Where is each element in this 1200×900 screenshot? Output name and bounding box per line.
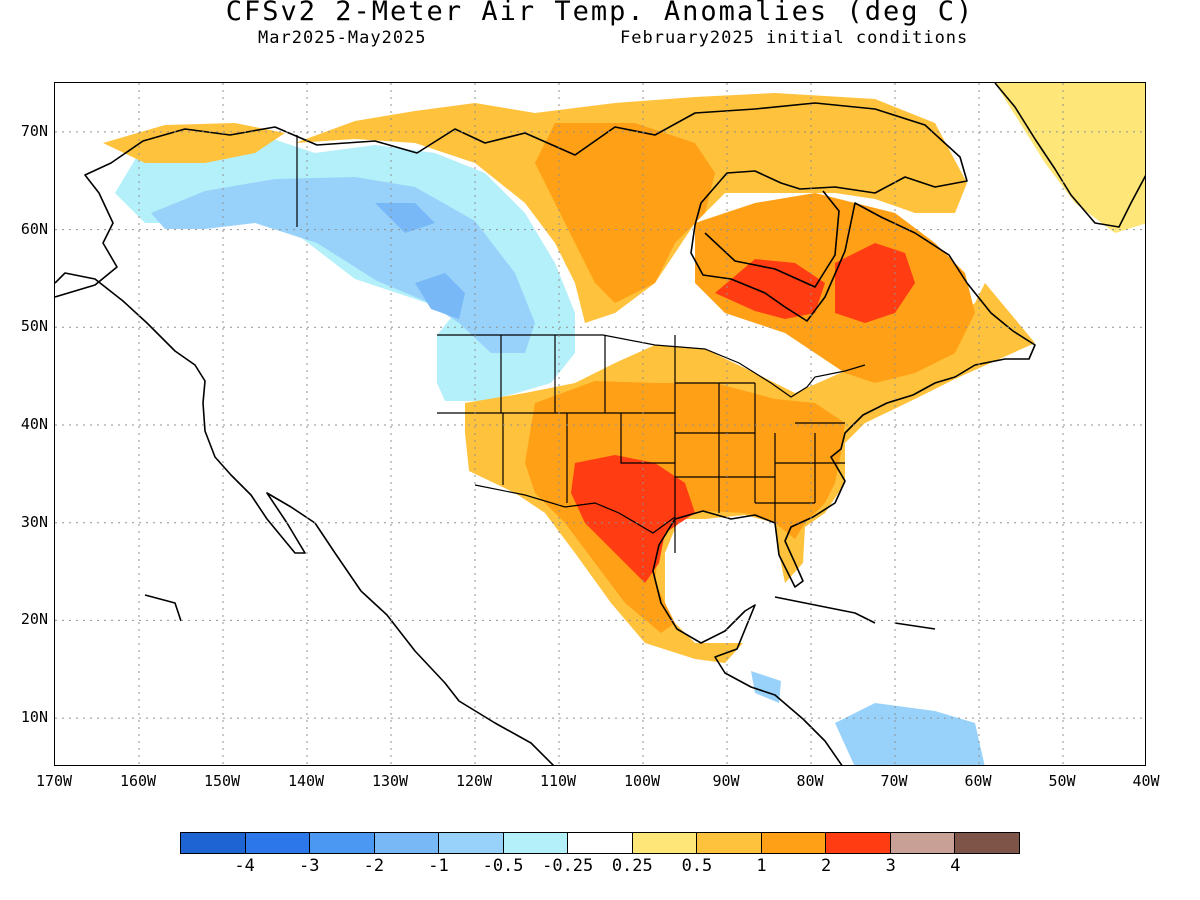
colorbar-swatch <box>245 833 311 853</box>
greenland-coastline <box>994 83 1145 228</box>
lon-label: 120W <box>455 772 493 790</box>
colorbar-swatch <box>890 833 956 853</box>
anomaly-fills <box>103 83 1145 765</box>
lon-label: 90W <box>712 772 740 790</box>
lat-label: 20N <box>20 610 48 629</box>
lon-label: 100W <box>623 772 661 790</box>
lat-lon-grid <box>55 83 1145 765</box>
colorbar-swatch <box>697 833 762 853</box>
colorbar-tick-label: -2 <box>363 856 385 876</box>
hudson-bay-coast <box>704 190 840 288</box>
colorbar-tick-label: -1 <box>428 856 449 876</box>
lat-label: 50N <box>20 317 48 336</box>
lat-label: 40N <box>20 415 48 433</box>
colorbar-tick-label: -3 <box>298 856 320 876</box>
lon-label: 110W <box>539 772 577 790</box>
colorbar-tick-label: 0.5 <box>681 856 713 876</box>
colorbar-tick-label: -0.5 <box>482 856 524 876</box>
colorbar-tick-label: 0.25 <box>611 856 653 876</box>
colorbar <box>180 832 1020 854</box>
colorbar-tick-label: 1 <box>756 856 767 876</box>
colorbar-swatch <box>439 833 504 853</box>
political-borders <box>296 135 866 553</box>
colorbar-tick-label: 2 <box>821 856 832 876</box>
colorbar-swatch <box>826 833 891 853</box>
colorbar-swatch <box>568 833 633 853</box>
coastlines <box>55 83 1145 765</box>
colorbar-tick-label: 3 <box>885 856 896 876</box>
lon-label: 50W <box>1048 772 1076 790</box>
anomaly-map <box>54 82 1146 766</box>
lon-label: 170W <box>35 772 73 790</box>
colorbar-tick-label: 4 <box>950 856 961 876</box>
lon-label: 130W <box>371 772 409 790</box>
north-america-coastline <box>55 102 1036 765</box>
colorbar-swatch <box>632 833 698 853</box>
colorbar-swatch <box>374 833 440 853</box>
colorbar-swatch <box>181 833 246 853</box>
us-canada-border <box>437 334 866 398</box>
us-mexico-border <box>474 484 676 534</box>
colorbar-tick-label: -4 <box>234 856 255 876</box>
lon-label: 160W <box>119 772 157 790</box>
cuba-coast <box>774 596 876 624</box>
forecast-period: Mar2025-May2025 <box>258 28 427 48</box>
hispaniola-coast <box>894 622 936 630</box>
initial-conditions: February2025 initial conditions <box>620 28 969 48</box>
quebec-hot-core <box>835 243 915 323</box>
state-lines <box>437 335 845 553</box>
bc-coast-cool-core <box>375 203 465 319</box>
colorbar-tick-label: -0.25 <box>542 856 594 876</box>
southern-plains-hot-core <box>571 259 825 583</box>
greenland-warm-edge <box>995 83 1145 233</box>
map-title: CFSv2 2-Meter Air Temp. Anomalies (deg C… <box>225 0 975 27</box>
colorbar-swatch <box>503 833 569 853</box>
colorbar-swatch <box>955 833 1019 853</box>
lat-label: 30N <box>20 512 48 531</box>
lon-label: 70W <box>880 772 908 790</box>
pacific-coastline <box>55 272 555 765</box>
lon-label: 150W <box>203 772 241 790</box>
lat-label: 60N <box>20 219 48 238</box>
colorbar-swatch <box>761 833 827 853</box>
lon-label: 80W <box>796 772 824 790</box>
anomaly-map-canvas <box>55 83 1145 765</box>
lat-label: 10N <box>20 708 48 727</box>
hawaii-coast <box>144 594 182 622</box>
lon-label: 140W <box>287 772 325 790</box>
lon-label: 60W <box>964 772 992 790</box>
lat-label: 70N <box>20 121 48 140</box>
colorbar-swatch <box>310 833 375 853</box>
lon-label: 40W <box>1132 772 1160 790</box>
